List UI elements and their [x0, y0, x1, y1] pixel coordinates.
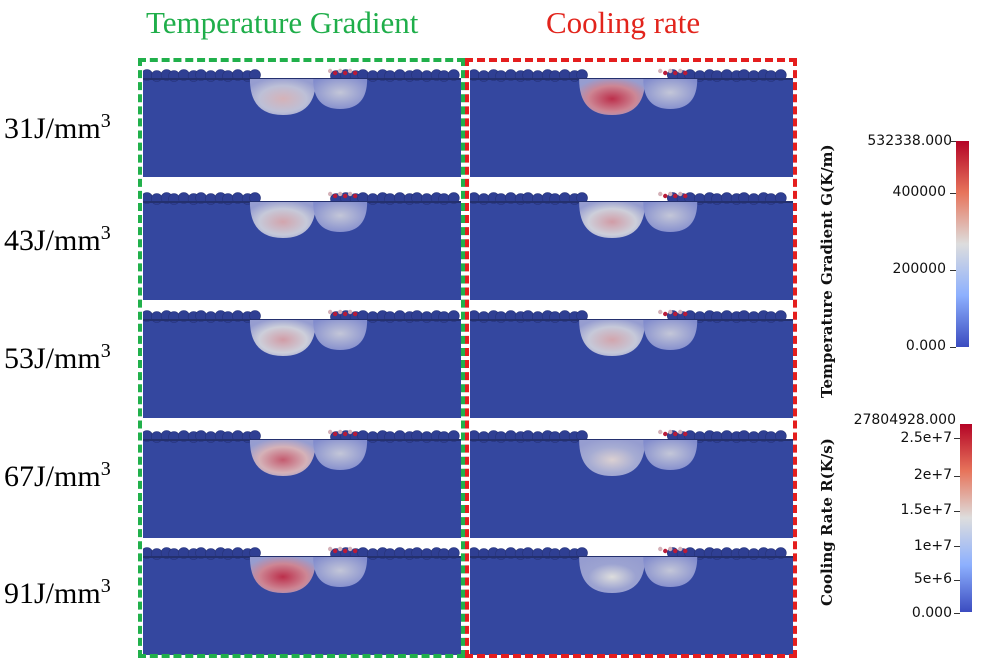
- row-label-text: 31J/mm: [4, 112, 101, 145]
- row-label-91: 91J/mm3: [4, 575, 111, 611]
- melt-pool-primary: [579, 79, 646, 115]
- cooling-rate-panel: [470, 428, 793, 538]
- melt-pool-primary: [579, 320, 646, 356]
- melt-pool-primary: [579, 202, 646, 238]
- cooling-rate-tick: 2.5e+7: [900, 430, 952, 446]
- row-label-67: 67J/mm3: [4, 458, 111, 494]
- cooling-rate-tick: 5e+6: [913, 571, 952, 587]
- cooling-rate-tick: 1.5e+7: [900, 502, 952, 518]
- row-label-exponent: 3: [100, 222, 111, 244]
- melt-pool-primary: [249, 320, 316, 356]
- melt-pool-primary: [249, 557, 316, 593]
- melt-pool-plot: [143, 546, 461, 655]
- row-label-43: 43J/mm3: [4, 222, 111, 258]
- temperature-gradient-colorbar-title: Temperature Gradient G(K/m): [818, 144, 836, 398]
- row-label-53: 53J/mm3: [4, 340, 111, 376]
- melt-pool-plot: [143, 68, 461, 177]
- melt-pool-plot: [143, 429, 461, 538]
- temperature-gradient-panel: [143, 428, 461, 538]
- melt-pool-primary: [249, 440, 316, 476]
- melt-pool-plot: [143, 191, 461, 300]
- melt-pool-secondary: [643, 202, 698, 232]
- melt-pool-primary: [249, 79, 316, 115]
- row-label-exponent: 3: [100, 110, 111, 132]
- cooling-rate-tick: 0.000: [911, 605, 952, 621]
- temperature-gradient-header: Temperature Gradient: [146, 5, 419, 40]
- melt-pool-plot: [143, 309, 461, 418]
- cooling-rate-colorbar-title: Cooling Rate R(K/s): [818, 438, 836, 606]
- temperature-gradient-panel: [143, 190, 461, 300]
- temperature-gradient-tick: 0.000: [905, 338, 946, 354]
- temperature-gradient-max-label: 532338.000: [867, 133, 952, 149]
- melt-pool-secondary: [643, 557, 698, 587]
- melt-pool-secondary: [313, 320, 368, 350]
- temperature-gradient-color-ramp: [956, 141, 969, 347]
- row-label-exponent: 3: [100, 340, 111, 362]
- cooling-rate-max-label: 27804928.000: [853, 412, 956, 428]
- row-label-text: 67J/mm: [4, 460, 101, 493]
- temperature-gradient-panel: [143, 67, 461, 177]
- melt-pool-plot: [470, 68, 793, 177]
- cooling-rate-panel: [470, 308, 793, 418]
- melt-pool-secondary: [643, 440, 698, 470]
- row-label-31: 31J/mm3: [4, 110, 111, 146]
- cooling-rate-color-ramp: [960, 424, 972, 612]
- temperature-gradient-panel: [143, 545, 461, 655]
- melt-pool-plot: [470, 309, 793, 418]
- temperature-gradient-tick: 200000: [892, 261, 946, 277]
- melt-pool-secondary: [643, 320, 698, 350]
- melt-pool-primary: [579, 557, 646, 593]
- temperature-gradient-tick: 400000: [892, 184, 946, 200]
- cooling-rate-tick: 2e+7: [913, 467, 952, 483]
- cooling-rate-tick: 1e+7: [913, 538, 952, 554]
- melt-pool-primary: [249, 202, 316, 238]
- melt-pool-plot: [470, 191, 793, 300]
- row-label-exponent: 3: [100, 458, 111, 480]
- melt-pool-primary: [579, 440, 646, 476]
- row-label-text: 53J/mm: [4, 342, 101, 375]
- cooling-rate-panel: [470, 190, 793, 300]
- melt-pool-secondary: [313, 440, 368, 470]
- melt-pool-plot: [470, 429, 793, 538]
- temperature-gradient-panel: [143, 308, 461, 418]
- cooling-rate-header: Cooling rate: [546, 5, 701, 40]
- row-label-text: 91J/mm: [4, 577, 101, 610]
- row-label-text: 43J/mm: [4, 224, 101, 257]
- melt-pool-secondary: [313, 79, 368, 109]
- melt-pool-secondary: [313, 202, 368, 232]
- melt-pool-plot: [470, 546, 793, 655]
- cooling-rate-panel: [470, 545, 793, 655]
- melt-pool-secondary: [313, 557, 368, 587]
- melt-pool-secondary: [643, 79, 698, 109]
- row-label-exponent: 3: [100, 575, 111, 597]
- cooling-rate-panel: [470, 67, 793, 177]
